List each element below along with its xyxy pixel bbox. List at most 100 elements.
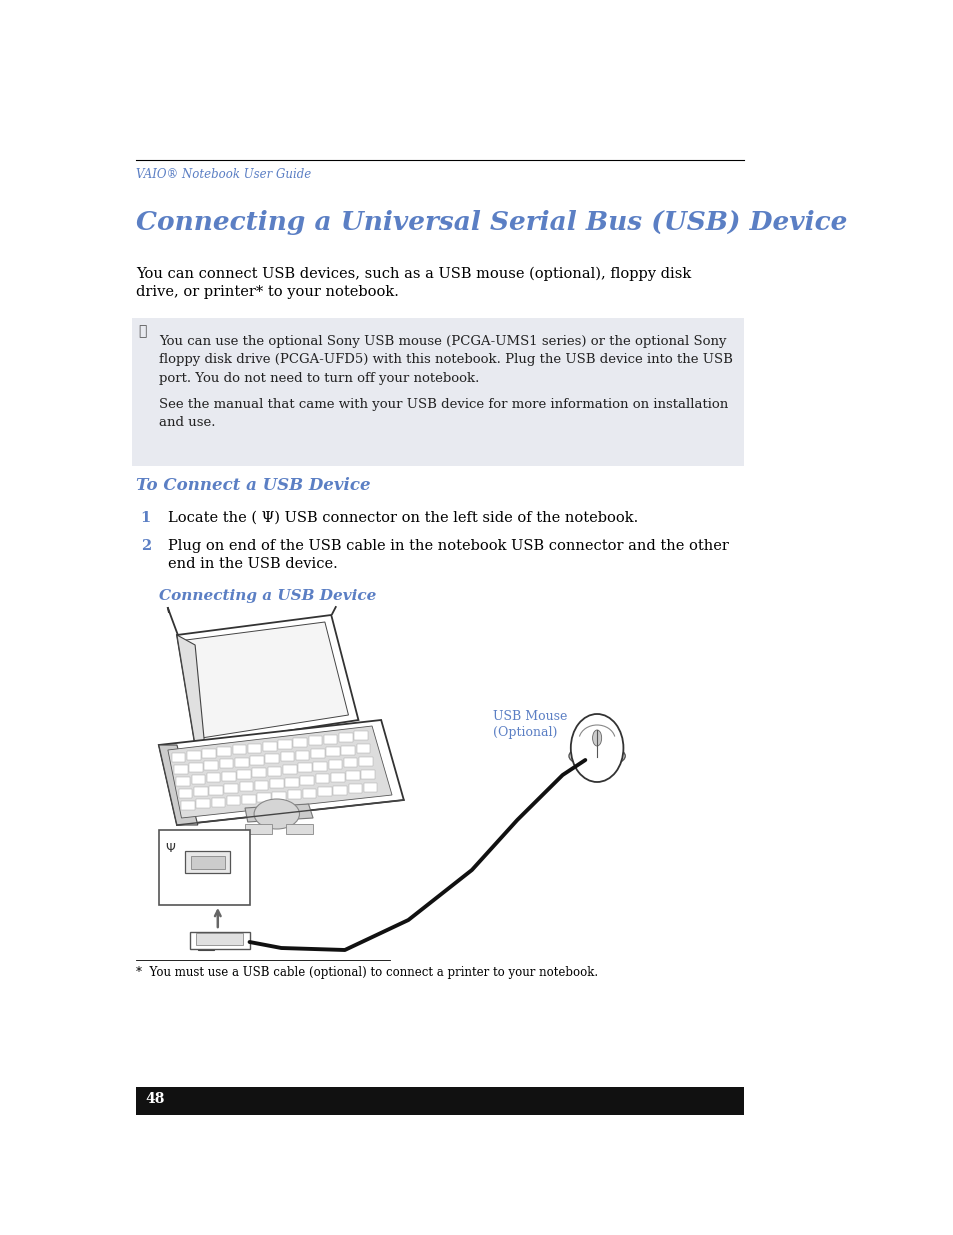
FancyBboxPatch shape	[257, 793, 271, 803]
FancyBboxPatch shape	[333, 785, 347, 794]
FancyBboxPatch shape	[132, 317, 743, 466]
FancyBboxPatch shape	[204, 761, 218, 771]
Polygon shape	[245, 804, 313, 823]
Polygon shape	[158, 745, 197, 825]
FancyBboxPatch shape	[273, 792, 286, 800]
FancyBboxPatch shape	[300, 776, 314, 785]
Polygon shape	[186, 622, 348, 739]
FancyBboxPatch shape	[158, 830, 250, 905]
Polygon shape	[158, 720, 403, 825]
FancyBboxPatch shape	[302, 789, 316, 798]
FancyBboxPatch shape	[346, 771, 359, 781]
FancyBboxPatch shape	[212, 798, 225, 806]
FancyBboxPatch shape	[202, 748, 215, 758]
FancyBboxPatch shape	[294, 739, 307, 747]
FancyBboxPatch shape	[285, 778, 298, 787]
Text: Connecting a Universal Serial Bus (USB) Device: Connecting a Universal Serial Bus (USB) …	[136, 210, 846, 235]
FancyBboxPatch shape	[227, 797, 240, 805]
Text: 1: 1	[140, 511, 151, 525]
Ellipse shape	[570, 714, 622, 782]
FancyBboxPatch shape	[209, 785, 223, 794]
Text: drive, or printer* to your notebook.: drive, or printer* to your notebook.	[136, 285, 398, 299]
FancyBboxPatch shape	[191, 856, 224, 868]
FancyBboxPatch shape	[207, 773, 220, 782]
FancyBboxPatch shape	[317, 787, 332, 797]
FancyBboxPatch shape	[181, 800, 194, 810]
FancyBboxPatch shape	[315, 774, 329, 783]
Text: USB Mouse: USB Mouse	[493, 710, 566, 722]
Ellipse shape	[568, 745, 624, 767]
Text: Locate the ( Ψ) USB connector on the left side of the notebook.: Locate the ( Ψ) USB connector on the lef…	[168, 511, 638, 525]
Text: 48: 48	[145, 1092, 165, 1107]
Text: 2: 2	[140, 538, 151, 553]
FancyBboxPatch shape	[187, 751, 200, 760]
FancyBboxPatch shape	[136, 1087, 743, 1115]
Text: end in the USB device.: end in the USB device.	[168, 557, 337, 571]
FancyBboxPatch shape	[268, 767, 281, 776]
Polygon shape	[168, 726, 392, 818]
FancyBboxPatch shape	[242, 794, 255, 804]
Text: Ψ: Ψ	[165, 842, 174, 855]
FancyBboxPatch shape	[219, 760, 233, 768]
FancyBboxPatch shape	[358, 757, 373, 766]
FancyBboxPatch shape	[288, 790, 301, 799]
FancyBboxPatch shape	[178, 789, 193, 798]
FancyBboxPatch shape	[343, 758, 357, 767]
FancyBboxPatch shape	[348, 784, 362, 793]
FancyBboxPatch shape	[363, 783, 377, 792]
FancyBboxPatch shape	[189, 763, 203, 772]
FancyBboxPatch shape	[197, 939, 213, 950]
FancyBboxPatch shape	[283, 764, 296, 774]
FancyBboxPatch shape	[196, 799, 210, 808]
FancyBboxPatch shape	[245, 824, 272, 834]
FancyBboxPatch shape	[253, 768, 266, 777]
FancyBboxPatch shape	[217, 747, 231, 756]
Polygon shape	[176, 635, 204, 745]
FancyBboxPatch shape	[172, 752, 185, 762]
FancyBboxPatch shape	[328, 760, 342, 769]
Text: You can connect USB devices, such as a USB mouse (optional), floppy disk: You can connect USB devices, such as a U…	[136, 267, 691, 282]
FancyBboxPatch shape	[192, 776, 205, 784]
FancyBboxPatch shape	[309, 736, 322, 745]
Ellipse shape	[253, 799, 299, 829]
FancyBboxPatch shape	[354, 731, 368, 740]
FancyBboxPatch shape	[361, 769, 375, 778]
FancyBboxPatch shape	[265, 755, 278, 763]
FancyBboxPatch shape	[298, 763, 312, 772]
FancyBboxPatch shape	[224, 784, 237, 793]
FancyBboxPatch shape	[193, 787, 208, 797]
FancyBboxPatch shape	[190, 931, 250, 948]
Text: *  You must use a USB cable (optional) to connect a printer to your notebook.: * You must use a USB cable (optional) to…	[136, 966, 598, 979]
FancyBboxPatch shape	[286, 824, 313, 834]
FancyBboxPatch shape	[295, 751, 309, 760]
FancyBboxPatch shape	[233, 746, 246, 755]
Text: (Optional): (Optional)	[493, 726, 557, 739]
Text: VAIO® Notebook User Guide: VAIO® Notebook User Guide	[136, 168, 311, 182]
FancyBboxPatch shape	[222, 772, 235, 781]
FancyBboxPatch shape	[341, 746, 355, 755]
FancyBboxPatch shape	[263, 742, 276, 751]
FancyBboxPatch shape	[338, 732, 353, 742]
FancyBboxPatch shape	[239, 782, 253, 792]
Ellipse shape	[592, 730, 601, 746]
Polygon shape	[176, 615, 358, 745]
FancyBboxPatch shape	[237, 771, 251, 779]
FancyBboxPatch shape	[270, 779, 283, 788]
Text: You can use the optional Sony USB mouse (PCGA-UMS1 series) or the optional Sony
: You can use the optional Sony USB mouse …	[158, 335, 732, 385]
FancyBboxPatch shape	[196, 932, 242, 945]
Text: ℒ: ℒ	[138, 324, 146, 338]
Text: See the manual that came with your USB device for more information on installati: See the manual that came with your USB d…	[158, 398, 727, 430]
FancyBboxPatch shape	[250, 756, 263, 764]
FancyBboxPatch shape	[234, 758, 249, 767]
FancyBboxPatch shape	[248, 743, 261, 752]
FancyBboxPatch shape	[254, 781, 268, 789]
FancyBboxPatch shape	[185, 851, 231, 873]
FancyBboxPatch shape	[278, 740, 292, 748]
Text: Connecting a USB Device: Connecting a USB Device	[158, 589, 375, 603]
FancyBboxPatch shape	[326, 747, 339, 756]
Text: To Connect a USB Device: To Connect a USB Device	[136, 477, 371, 494]
FancyBboxPatch shape	[280, 752, 294, 762]
Text: Plug on end of the USB cable in the notebook USB connector and the other: Plug on end of the USB cable in the note…	[168, 538, 728, 553]
FancyBboxPatch shape	[313, 762, 327, 771]
FancyBboxPatch shape	[311, 748, 324, 758]
